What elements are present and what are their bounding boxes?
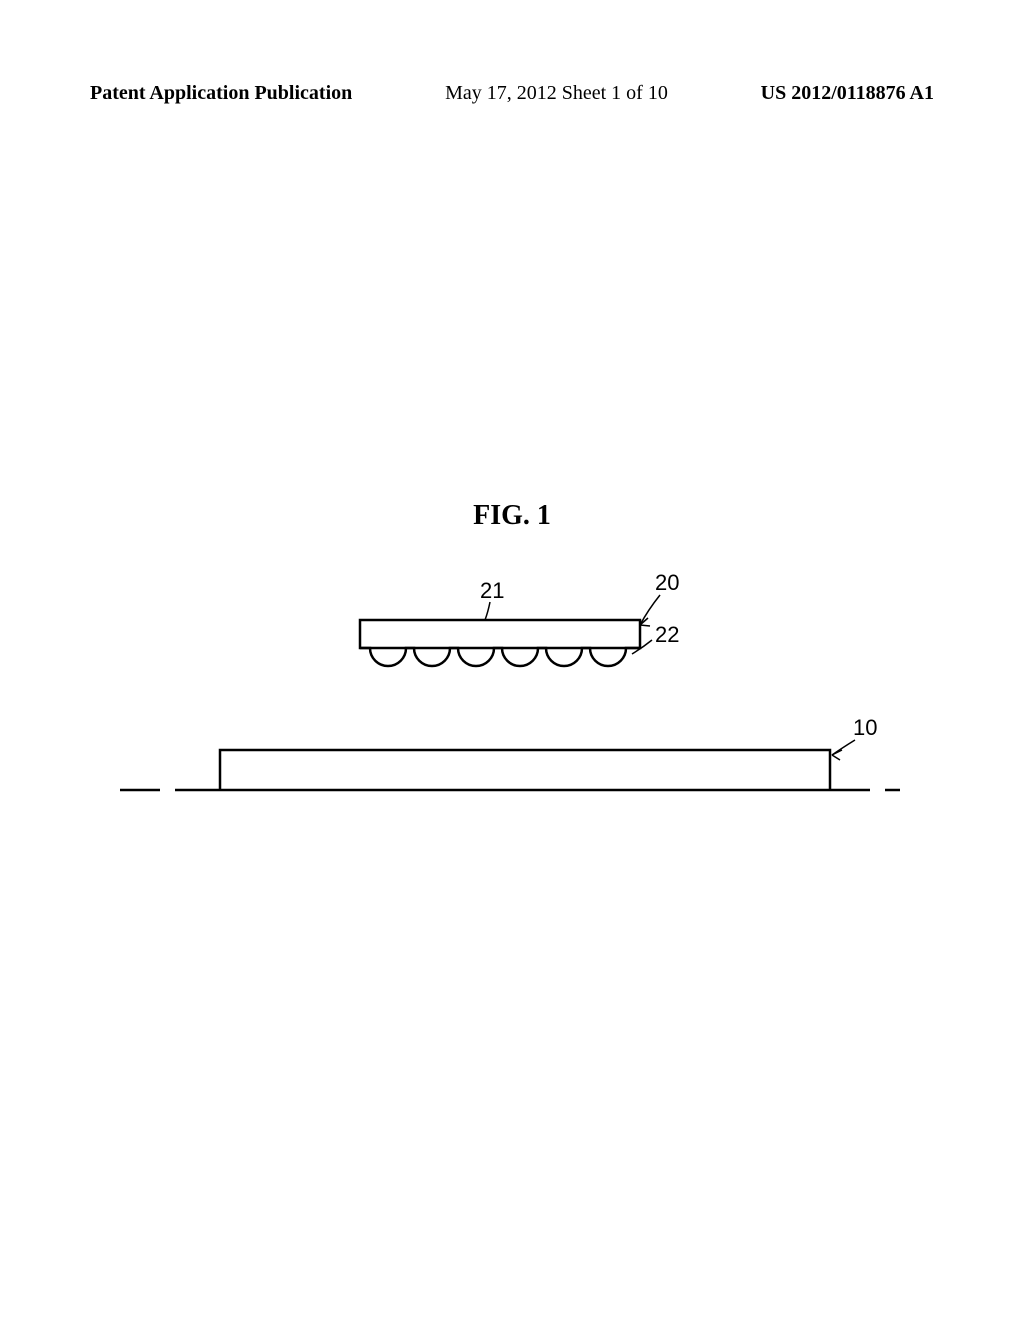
- label-22: 22: [655, 622, 679, 647]
- header-publication-number: US 2012/0118876 A1: [761, 82, 934, 105]
- figure-diagram: 21 20 22 10: [100, 570, 900, 850]
- element-10: 10: [120, 715, 900, 790]
- page-header: Patent Application Publication May 17, 2…: [0, 82, 1024, 105]
- header-date-sheet: May 17, 2012 Sheet 1 of 10: [445, 82, 668, 105]
- header-publication-type: Patent Application Publication: [90, 82, 352, 105]
- element-20: 21 20 22: [360, 570, 679, 666]
- figure-label: FIG. 1: [473, 500, 551, 532]
- label-10: 10: [853, 715, 877, 740]
- label-21: 21: [480, 578, 504, 603]
- label-20: 20: [655, 570, 679, 595]
